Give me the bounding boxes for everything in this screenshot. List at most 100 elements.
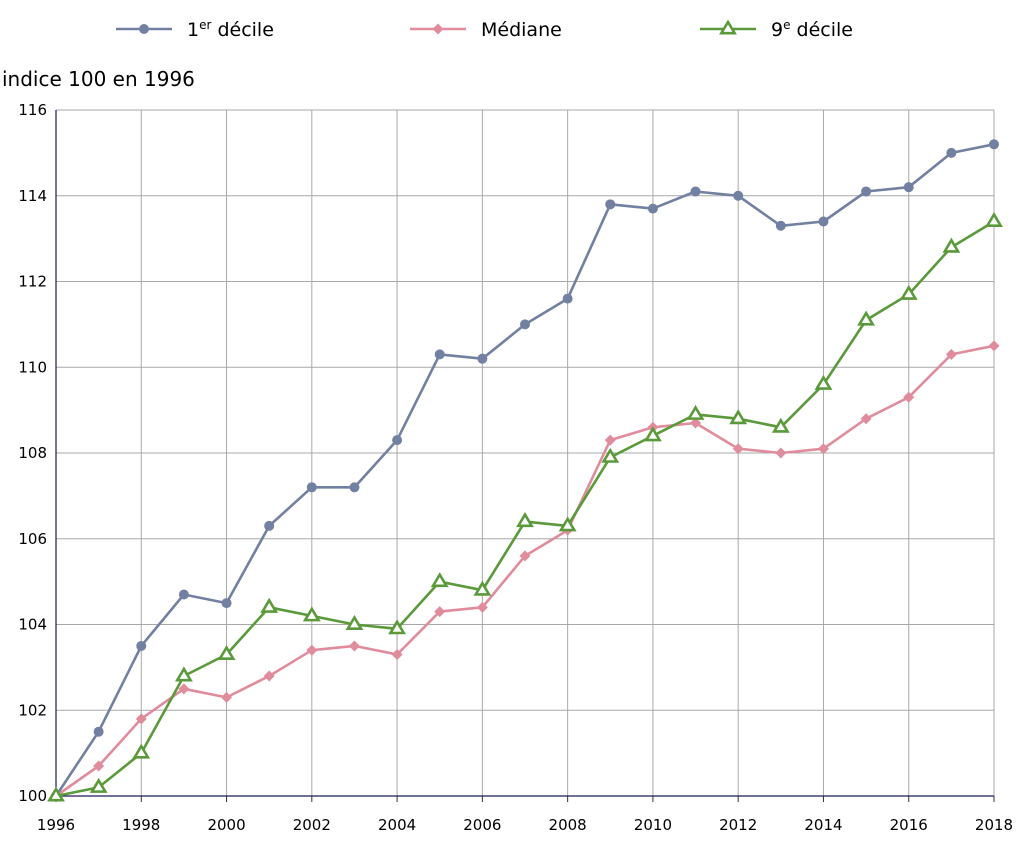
y-tick-label: 104 <box>18 616 47 634</box>
data-point <box>136 640 147 651</box>
data-point <box>985 211 1003 227</box>
data-point <box>899 284 918 300</box>
x-tick-label: 1996 <box>37 816 75 834</box>
data-point <box>178 589 189 600</box>
x-tick-label: 2010 <box>634 816 672 834</box>
data-point <box>178 683 190 695</box>
data-point <box>690 417 702 429</box>
y-tick-label: 108 <box>18 444 47 462</box>
data-point <box>135 713 147 725</box>
data-point <box>263 670 275 682</box>
data-point <box>945 348 957 360</box>
legend-marker <box>139 24 149 34</box>
data-point <box>732 443 744 455</box>
legend-label: Médiane <box>481 19 562 41</box>
legend-label: 1er décile <box>187 18 274 41</box>
data-point <box>601 447 620 463</box>
legend-label-rest: décile <box>211 19 273 41</box>
series-line <box>54 143 995 797</box>
y-axis-unit-label: indice 100 en 1996 <box>2 67 195 91</box>
data-point <box>814 374 833 390</box>
axes <box>55 110 995 802</box>
data-point <box>217 644 236 661</box>
y-tick-label: 106 <box>18 530 47 548</box>
legend: 1er décile Médiane 9e décile <box>116 18 853 41</box>
data-point <box>903 391 915 403</box>
data-point <box>946 147 957 158</box>
x-tick-label: 2006 <box>463 816 501 834</box>
series-line <box>55 344 995 798</box>
x-tick-label: 2008 <box>549 816 587 834</box>
x-tick-label: 2018 <box>975 816 1013 834</box>
data-point <box>562 293 573 304</box>
x-tick-label: 2016 <box>890 816 928 834</box>
legend-label-rest: décile <box>790 19 852 41</box>
legend-item-1er-decile: 1er décile <box>116 18 274 41</box>
data-point <box>903 182 914 193</box>
data-point <box>942 237 961 253</box>
data-point <box>392 435 403 446</box>
data-point <box>988 340 1000 352</box>
legend-label-sup: e <box>783 18 790 32</box>
legend-marker-diamond <box>432 23 444 35</box>
data-point <box>775 220 786 231</box>
data-point <box>132 743 151 759</box>
data-point <box>388 619 407 635</box>
data-point <box>434 606 446 618</box>
data-point <box>174 666 193 682</box>
data-point <box>477 353 488 364</box>
data-point <box>729 409 748 425</box>
data-point <box>476 601 488 613</box>
legend-label: 9e décile <box>771 18 853 41</box>
data-point <box>989 139 999 150</box>
series-circle <box>51 139 999 801</box>
data-point <box>221 598 232 609</box>
y-tick-label: 112 <box>18 273 47 291</box>
data-point <box>775 447 787 459</box>
data-point <box>643 426 662 442</box>
data-point <box>391 649 403 661</box>
legend-label-base: Médiane <box>481 19 562 41</box>
data-point <box>771 417 790 433</box>
y-tick-label: 116 <box>18 101 47 119</box>
legend-label-base: 1 <box>187 19 199 41</box>
data-point <box>861 186 872 197</box>
data-point <box>89 777 108 793</box>
legend-label-base: 9 <box>771 19 783 41</box>
data-point <box>47 786 65 802</box>
y-tick-labels: 100 102 104 106 108 110 112 114 116 <box>18 101 47 805</box>
data-point <box>345 614 364 631</box>
series-group <box>47 139 1003 802</box>
x-tick-label: 2000 <box>207 816 245 834</box>
legend-label-sup: er <box>199 18 211 32</box>
data-point <box>264 520 275 531</box>
data-point <box>348 640 360 652</box>
legend-marker <box>432 23 444 35</box>
legend-marker-triangle <box>719 19 737 35</box>
x-tick-label: 2014 <box>804 816 842 834</box>
data-point <box>306 644 318 656</box>
data-point <box>686 404 705 420</box>
y-tick-label: 114 <box>18 187 47 205</box>
data-point <box>520 319 530 330</box>
series-triangle <box>47 211 1003 802</box>
x-tick-label: 2002 <box>293 816 331 834</box>
y-tick-label: 110 <box>18 358 47 376</box>
data-point <box>860 413 872 425</box>
x-tick-label: 2012 <box>719 816 757 834</box>
data-point <box>558 516 577 532</box>
data-point <box>434 349 445 360</box>
data-point <box>93 726 104 737</box>
data-point <box>818 216 829 227</box>
x-tick-label: 2004 <box>378 816 416 834</box>
x-tick-labels: 1996 1998 2000 2002 2004 2006 2008 2010 2012 2014… <box>37 816 1013 834</box>
data-point <box>605 199 616 210</box>
legend-marker <box>719 19 737 35</box>
data-point <box>221 691 233 703</box>
data-point <box>260 597 279 613</box>
data-point <box>430 572 449 588</box>
y-tick-label: 102 <box>18 701 47 719</box>
data-point <box>604 434 616 446</box>
data-point <box>93 760 105 772</box>
legend-marker-circle <box>139 24 149 34</box>
